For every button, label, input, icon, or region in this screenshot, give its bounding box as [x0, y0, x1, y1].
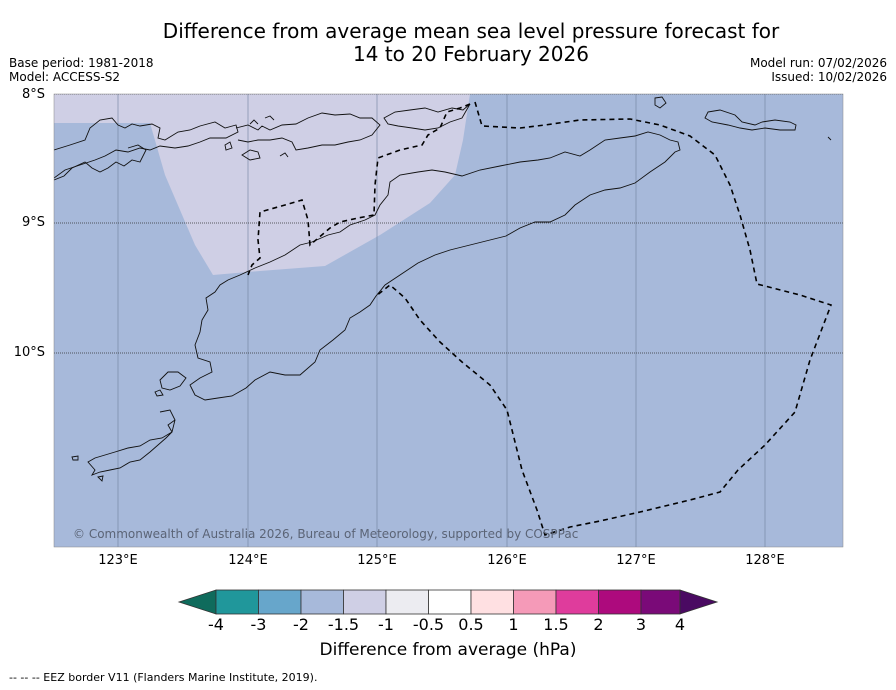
lat-tick-8s: 8°S — [21, 87, 45, 102]
colorbar-label: -1 — [378, 615, 394, 634]
colorbar-bin-11 — [640, 589, 681, 615]
run-info: Model run: 07/02/2026 Issued: 10/02/2026 — [750, 56, 887, 84]
colorbar-label: 0.5 — [458, 615, 484, 634]
colorbar-label: 4 — [674, 615, 686, 634]
colorbar-bin-1 — [215, 589, 259, 615]
colorbar-bin-8 — [513, 589, 557, 615]
coastlines — [54, 96, 832, 482]
colorbar-label: 1.5 — [543, 615, 569, 634]
colorbar-title: Difference from average (hPa) — [319, 640, 577, 660]
colorbar-label: -4 — [208, 615, 224, 634]
colorbar-label: -3 — [250, 615, 267, 634]
light-anomaly-region — [54, 94, 470, 275]
title-line-1: Difference from average mean sea level p… — [162, 19, 780, 43]
colorbar-bin-4 — [343, 589, 387, 615]
lat-gridlines — [54, 94, 843, 354]
colorbar-bin-2 — [258, 589, 302, 615]
copyright-credit: © Commonwealth of Australia 2026, Bureau… — [73, 527, 579, 541]
lon-tick-126e: 126°E — [487, 553, 527, 568]
eez-legend-note: -- -- -- EEZ border V11 (Flanders Marine… — [9, 671, 318, 684]
colorbar-label: -0.5 — [412, 615, 445, 634]
map-title: Difference from average mean sea level p… — [0, 20, 896, 66]
colorbar-label: 1 — [508, 615, 519, 634]
colorbar-bin-10 — [598, 589, 642, 615]
colorbar-low-arrow — [177, 589, 217, 615]
lon-tick-125e: 125°E — [357, 553, 397, 568]
colorbar-label: 2 — [593, 615, 604, 634]
base-period: Base period: 1981-2018 — [9, 56, 154, 70]
eez-borders — [247, 101, 833, 537]
lon-tick-128e: 128°E — [745, 553, 785, 568]
colorbar-label: -1.5 — [327, 615, 360, 634]
colorbar-label: 3 — [635, 615, 647, 634]
lon-gridlines — [117, 94, 766, 547]
colorbar-high-arrow — [679, 589, 719, 615]
model-name: Model: ACCESS-S2 — [9, 70, 121, 84]
lat-tick-9s: 9°S — [21, 215, 45, 230]
colorbar-bin-3 — [300, 589, 344, 615]
lon-tick-127e: 127°E — [616, 553, 656, 568]
colorbar-bin-7 — [470, 589, 514, 615]
colorbar-bin-9 — [555, 589, 599, 615]
map-frame — [53, 93, 844, 548]
colorbar-bin-5 — [385, 589, 429, 615]
issued-date: Issued: 10/02/2026 — [771, 70, 887, 84]
base-info: Base period: 1981-2018 Model: ACCESS-S2 — [9, 56, 154, 84]
lat-tick-10s: 10°S — [13, 345, 45, 360]
title-line-2: 14 to 20 February 2026 — [353, 42, 589, 66]
colorbar-bin-6 — [428, 589, 472, 615]
lon-tick-123e: 123°E — [98, 553, 138, 568]
colorbar — [177, 589, 719, 615]
colorbar-label: -2 — [293, 615, 309, 634]
lon-tick-124e: 124°E — [228, 553, 268, 568]
model-run: Model run: 07/02/2026 — [749, 56, 887, 70]
